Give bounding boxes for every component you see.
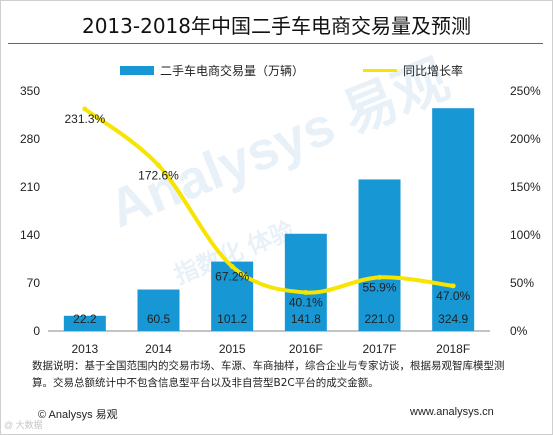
bar (358, 179, 401, 331)
y-right-tick-label: 100% (510, 228, 541, 242)
bar-value-label: 101.2 (217, 312, 247, 326)
rate-value-label: 47.0% (436, 289, 470, 303)
y-right-tick-label: 150% (510, 180, 541, 194)
y-left-tick-label: 0 (33, 324, 40, 338)
bar-value-label: 324.9 (438, 312, 468, 326)
chart-plot: 0 0% 70 50% 140 100% 210 150% 280 200% 350 250% 2013… (20, 84, 541, 356)
y-right-tick-label: 200% (510, 132, 541, 146)
rate-value-label: 231.3% (64, 112, 105, 126)
bar-value-label: 141.8 (291, 312, 321, 326)
line-point (450, 283, 456, 289)
y-right-tick-label: 50% (510, 276, 534, 290)
rate-value-label: 172.6% (138, 168, 179, 182)
y-left-tick-label: 280 (20, 132, 40, 146)
line-point (82, 106, 88, 112)
bar (137, 289, 180, 331)
y-left-tick-label: 210 (20, 180, 40, 194)
y-left-tick-label: 350 (20, 84, 40, 98)
line-series (82, 106, 456, 296)
data-note: 数据说明：基于全国范围内的交易市场、车源、车商抽样，综合企业与专家访谈，根据易观… (32, 360, 505, 389)
rate-value-label: 55.9% (362, 280, 396, 294)
legend-bar-label: 二手车电商交易量（万辆） (160, 64, 305, 78)
legend-item-bar: 二手车电商交易量（万辆） (120, 62, 304, 79)
y-right-tick-label: 0% (510, 324, 528, 338)
legend-item-line: 同比增长率 (363, 62, 463, 79)
footer-copyright: © Analysys 易观 (38, 406, 118, 422)
x-tick-label: 2017F (362, 342, 396, 356)
x-tick-label: 2013 (71, 342, 98, 356)
line-point (377, 274, 382, 280)
x-tick-label: 2016F (289, 342, 323, 356)
bar-value-label: 22.2 (73, 312, 97, 326)
x-tick-label: 2015 (219, 342, 246, 356)
bar (211, 261, 254, 331)
title-divider (8, 43, 543, 44)
data-labels: 22.2 60.5 101.2 141.8 221.0 324.9 231.3% 172.6%… (64, 112, 470, 326)
bar-series (63, 108, 475, 331)
footer-website[interactable]: www.analysys.cn (410, 406, 494, 418)
bar-value-label: 221.0 (364, 312, 394, 326)
legend-line-label: 同比增长率 (403, 64, 464, 78)
legend-bar-swatch (120, 66, 154, 75)
watermark-weibo: @ 大数据 (4, 420, 43, 430)
bar-value-label: 60.5 (147, 312, 171, 326)
rate-value-label: 67.2% (215, 269, 249, 283)
bar (432, 108, 475, 331)
chart-title: 2013-2018年中国二手车电商交易量及预测 (81, 14, 471, 38)
y-right-tick-label: 250% (510, 84, 541, 98)
y-left-tick-label: 140 (20, 228, 40, 242)
y-left-tick-label: 70 (27, 276, 41, 290)
chart-axes: 0 0% 70 50% 140 100% 210 150% 280 200% 350 250% 2013… (20, 84, 541, 356)
line-point (229, 263, 235, 269)
line-point (156, 162, 161, 168)
x-tick-label: 2014 (145, 342, 172, 356)
bar (284, 233, 327, 331)
legend-line-swatch (363, 69, 397, 72)
bar (63, 315, 106, 331)
x-tick-label: 2018F (436, 342, 470, 356)
line-point (303, 290, 309, 296)
rate-value-label: 40.1% (289, 296, 323, 310)
copyright-text: © Analysys 易观 (38, 409, 118, 421)
